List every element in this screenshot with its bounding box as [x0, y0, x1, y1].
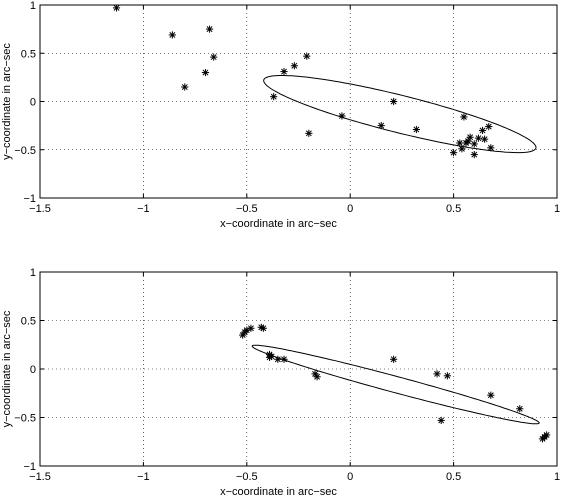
- confidence-ellipse: [251, 344, 540, 425]
- x-tick-label: −1.5: [29, 203, 51, 215]
- x-tick-label: −0.5: [236, 471, 258, 483]
- data-point: [112, 5, 121, 12]
- y-axis-label: y−coordinate in arc−sec: [1, 43, 13, 160]
- x-tick-label: 0.5: [446, 471, 461, 483]
- data-point: [474, 134, 483, 142]
- x-tick-label: 0.5: [446, 203, 461, 215]
- y-tick-label: 1: [30, 0, 36, 12]
- data-point: [543, 431, 551, 439]
- x-tick-label: −1: [137, 471, 150, 483]
- data-point: [485, 122, 493, 131]
- y-tick-label: −0.5: [14, 413, 36, 425]
- data-point: [168, 31, 176, 39]
- data-point: [460, 113, 468, 121]
- data-point: [247, 324, 255, 332]
- bottom-scatter-plot: −1.5 −1 −0.5 0 0.5 1−1−0.500.51x−coordinate i…: [1, 267, 560, 498]
- confidence-ellipse: [263, 75, 537, 154]
- x-axis-label: x−coordinate in arc−sec: [220, 218, 337, 230]
- y-tick-label: −1: [23, 193, 36, 205]
- data-point: [456, 139, 464, 147]
- data-point: [450, 149, 458, 157]
- data-point: [412, 125, 420, 134]
- data-point: [478, 126, 487, 135]
- x-axis-label: x−coordinate in arc−sec: [220, 486, 337, 498]
- y-tick-label: 0.5: [21, 316, 36, 328]
- y-tick-label: 0: [30, 364, 36, 376]
- top-scatter-plot: −1.5 −1 −0.5 0 0.5 1−1−0.500.51x−coordinate i…: [1, 0, 560, 230]
- x-tick-label: −1: [137, 203, 150, 215]
- data-point: [437, 416, 445, 425]
- data-point: [377, 122, 385, 130]
- data-point: [201, 68, 210, 77]
- data-point: [433, 370, 441, 378]
- y-tick-label: 1: [30, 267, 36, 279]
- data-point: [487, 144, 495, 152]
- data-point: [270, 93, 278, 101]
- data-point: [516, 405, 524, 413]
- y-tick-label: −0.5: [14, 145, 36, 157]
- data-point: [458, 145, 466, 153]
- data-point: [470, 140, 478, 148]
- data-point: [259, 324, 267, 332]
- x-tick-label: 1: [554, 471, 560, 483]
- data-point: [470, 150, 478, 159]
- data-point: [487, 391, 495, 399]
- data-point: [481, 135, 489, 143]
- data-point: [466, 133, 474, 141]
- y-tick-label: 0: [30, 97, 36, 109]
- x-tick-label: −1.5: [29, 471, 51, 483]
- data-point: [303, 52, 311, 60]
- plot-area: [239, 323, 551, 443]
- x-tick-label: 0: [347, 203, 353, 215]
- plot-area: [112, 5, 537, 159]
- data-point: [313, 373, 321, 381]
- data-point: [274, 355, 282, 363]
- data-point: [305, 129, 313, 137]
- data-point: [390, 97, 398, 106]
- data-point: [210, 53, 218, 61]
- data-point: [338, 112, 346, 120]
- data-point: [268, 352, 276, 360]
- data-point: [181, 83, 189, 91]
- y-axis-label: y−coordinate in arc−sec: [1, 310, 13, 427]
- data-point: [443, 372, 451, 380]
- plot-frame: [39, 271, 558, 467]
- x-tick-label: 0: [347, 471, 353, 483]
- data-point: [205, 25, 214, 33]
- data-point: [290, 62, 298, 70]
- y-tick-label: 0.5: [21, 48, 36, 60]
- data-point: [280, 355, 288, 363]
- x-tick-label: −0.5: [236, 203, 258, 215]
- x-tick-label: 1: [554, 203, 560, 215]
- y-tick-label: −1: [23, 461, 36, 473]
- data-point: [280, 67, 288, 76]
- data-point: [390, 355, 398, 363]
